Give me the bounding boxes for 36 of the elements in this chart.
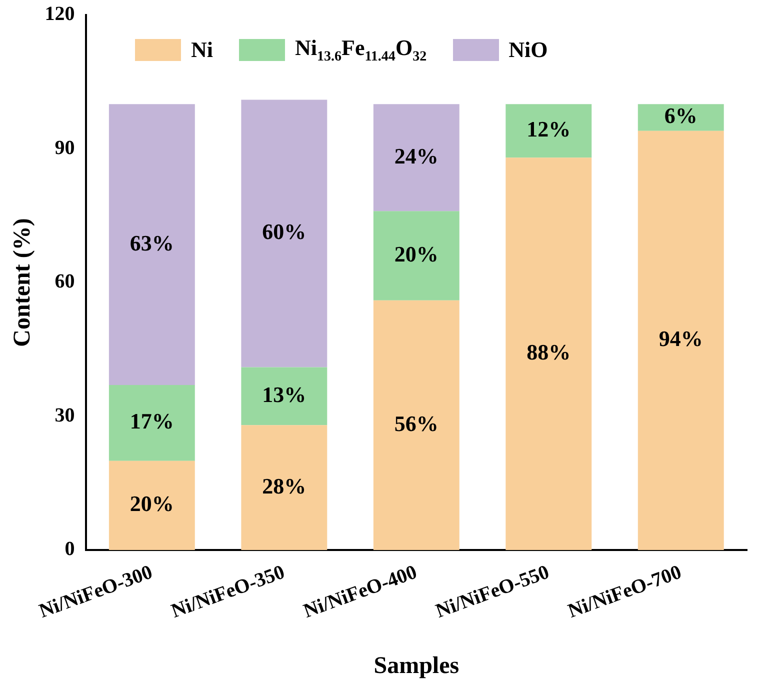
data-label: 20% — [394, 241, 438, 266]
x-axis-title: Samples — [374, 652, 460, 679]
bar — [506, 158, 592, 550]
bar — [241, 425, 328, 550]
y-tick-label: 90 — [54, 136, 75, 159]
bar — [108, 104, 195, 386]
data-label: 12% — [526, 116, 571, 142]
data-label: 88% — [526, 340, 571, 365]
data-label: 6% — [664, 103, 698, 128]
data-label: 20% — [130, 491, 174, 516]
data-label: 13% — [262, 382, 306, 407]
bar — [373, 104, 460, 212]
data-label: 60% — [262, 219, 306, 244]
data-label: 63% — [130, 230, 174, 256]
bar — [638, 130, 724, 550]
bar — [108, 385, 195, 461]
legend-label: NiO — [508, 37, 548, 64]
bar — [373, 211, 460, 300]
legend-label: Ni$_{13.6}$Fe$_{11.44}$O$_{32}$ — [295, 35, 427, 66]
legend-label: Ni — [191, 37, 213, 64]
y-tick-label: 60 — [54, 270, 75, 293]
bar — [241, 100, 328, 368]
y-tick-label: 30 — [54, 404, 75, 426]
data-label: 17% — [130, 408, 174, 434]
bar — [638, 104, 724, 131]
data-label: 56% — [394, 410, 438, 436]
data-label: 94% — [658, 326, 703, 352]
bar — [373, 300, 460, 550]
y-axis-title: Content (%) — [10, 218, 36, 347]
bar — [108, 460, 195, 550]
data-label: 24% — [394, 143, 438, 168]
y-tick-label: 120 — [44, 3, 75, 26]
y-tick-label: 0 — [64, 538, 75, 560]
bar — [506, 104, 592, 158]
data-label: 28% — [262, 473, 306, 498]
bar — [241, 367, 328, 426]
